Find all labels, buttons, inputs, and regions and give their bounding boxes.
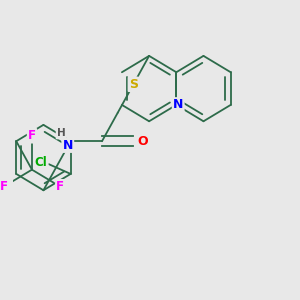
Text: S: S (129, 78, 138, 91)
Text: N: N (63, 139, 73, 152)
Text: Cl: Cl (35, 156, 47, 169)
Text: F: F (28, 129, 36, 142)
Text: O: O (138, 135, 148, 148)
Text: H: H (57, 128, 65, 138)
Text: N: N (173, 98, 183, 111)
Text: F: F (0, 180, 8, 193)
Text: F: F (56, 180, 64, 193)
